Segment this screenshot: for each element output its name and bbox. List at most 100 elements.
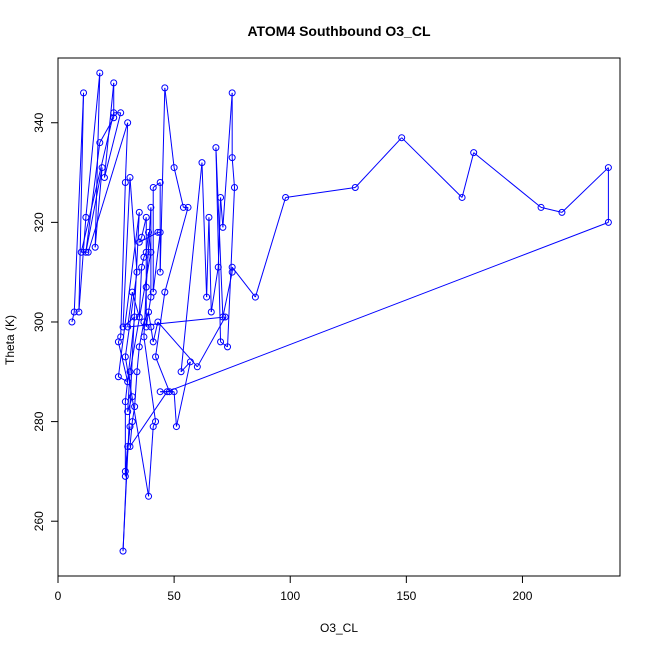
data-point [604,218,612,226]
series-line-segment [220,341,228,348]
series-line-segment [131,291,140,318]
series-line-segment [231,157,235,188]
data-point [172,423,180,431]
data-point [131,403,139,411]
data-point [84,248,92,256]
series-line-segment [180,361,191,373]
data-point [147,248,155,256]
y-axis: 260 280 300 320 340 [32,112,58,531]
data-point [121,398,129,406]
data-point [205,213,213,221]
data-point [198,159,206,167]
series-line-segment [117,341,129,382]
data-point [207,308,215,316]
data-point [140,318,148,326]
data-point [121,467,129,475]
data-point [80,89,88,97]
y-tick-label: 260 [32,511,46,531]
data-point [100,174,108,182]
series-line-segment [143,336,157,422]
data-point [110,114,118,122]
data-point [219,313,227,321]
series-points [68,69,612,555]
x-tick-label: 150 [396,589,416,603]
series-line-segment [85,72,101,218]
data-point [351,184,359,191]
series-line-segment [222,92,233,228]
series-line-segment [254,197,287,298]
data-point [221,313,229,321]
data-point [537,203,545,211]
data-point [98,164,106,172]
series-line-segment [120,182,126,337]
data-point [186,358,194,366]
series-line-segment [129,421,133,447]
data-point [251,293,259,301]
series-line-segment [124,122,129,183]
series-line-segment [201,162,208,298]
data-point [119,323,127,331]
plot-frame [57,57,621,577]
series-line-segment [127,371,131,412]
data-point [128,288,136,296]
series-line-segment [152,182,161,188]
series-line-segment [73,92,85,313]
series-line-segment [173,167,184,208]
series-line-segment [166,221,609,393]
data-point [131,313,139,321]
series-line-segment [354,137,403,188]
series-line-segment [210,267,219,313]
series-line-segment [122,177,131,327]
series-line-segment [196,316,226,368]
data-point [124,119,132,127]
series-line-segment [148,426,154,497]
data-point [133,268,141,276]
data-point [77,248,85,256]
data-point [128,418,136,426]
data-point [142,213,150,221]
data-point [119,547,127,555]
data-point [224,343,232,351]
series-line-segment [473,152,542,208]
series-line-segment [141,257,145,268]
series-line-segment [227,187,235,347]
data-point [135,208,143,216]
series-line-segment [85,142,101,253]
data-point [114,373,122,381]
data-point [149,338,157,346]
x-axis-label: O3_CL [320,621,358,635]
series-line-segment [138,267,143,318]
data-point [96,69,104,77]
data-point [124,408,132,416]
series-line-segment [85,167,103,253]
data-point [170,164,178,172]
chart-title: ATOM4 Southbound O3_CL [247,23,430,39]
data-point [212,144,220,152]
x-tick-label: 100 [280,589,300,603]
data-point [145,308,153,316]
data-point [163,388,171,396]
series-line-segment [215,147,222,342]
series-line-segment [129,177,138,273]
series-line-segment [94,167,103,248]
series-line-segment [220,197,224,228]
series-line-segment [222,272,233,318]
data-point [138,263,146,271]
y-tick-label: 320 [32,212,46,232]
data-point [230,184,238,191]
series-line-segment [103,112,122,178]
data-point [110,109,118,117]
data-point [68,318,76,326]
data-point [135,313,143,321]
series-line-segment [78,217,87,313]
data-point [604,164,612,172]
data-point [128,393,136,401]
series-line-segment [206,217,210,298]
x-tick-label: 0 [55,589,62,603]
data-point [156,179,164,187]
y-tick-label: 300 [32,312,46,332]
data-point [214,263,222,271]
data-point [133,368,141,376]
data-point [145,228,153,236]
